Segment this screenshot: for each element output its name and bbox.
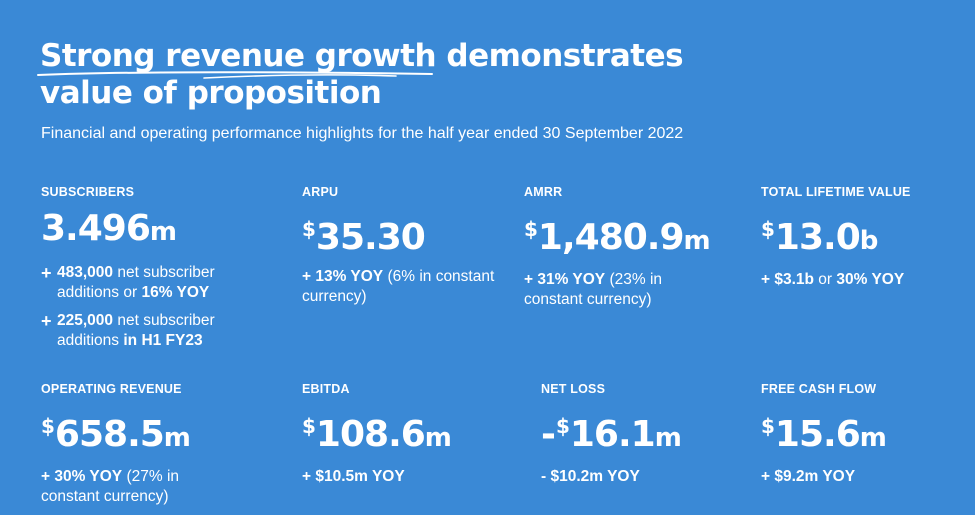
- metric-note: - $10.2m YOY: [541, 468, 640, 485]
- metric-free-cash-flow: FREE CASH FLOW $15.6m + $9.2m YOY: [761, 381, 961, 487]
- plus-icon: +: [41, 263, 52, 283]
- metric-label: FREE CASH FLOW: [761, 382, 877, 396]
- page-subtitle: Financial and operating performance high…: [41, 125, 684, 142]
- page-title: Strong revenue growth demonstrates value…: [40, 38, 684, 112]
- metric-amrr: AMRR $1,480.9m + 31% YOY (23% in constan…: [524, 184, 724, 310]
- metric-value: $35.30: [302, 217, 426, 258]
- metric-note: + $9.2m YOY: [761, 468, 856, 485]
- metric-operating-revenue: OPERATING REVENUE $658.5m + 30% YOY (27%…: [41, 381, 241, 507]
- title-line1-rest: demonstrates: [436, 38, 684, 74]
- metric-value: $13.0b: [761, 217, 879, 258]
- metric-label: NET LOSS: [541, 382, 606, 396]
- metric-note: + 31% YOY (23% in constant currency): [524, 271, 663, 308]
- metric-label: OPERATING REVENUE: [41, 382, 182, 396]
- metric-value: 3.496m: [41, 208, 177, 249]
- metric-label: SUBSCRIBERS: [41, 185, 135, 199]
- metric-note: + 13% YOY (6% in constant currency): [302, 268, 495, 305]
- metric-value: $15.6m: [761, 414, 887, 455]
- metric-label: AMRR: [524, 185, 563, 199]
- metric-net-loss: NET LOSS -$16.1m - $10.2m YOY: [541, 381, 741, 487]
- metric-label: ARPU: [302, 185, 339, 199]
- metric-value: -$16.1m: [541, 414, 682, 455]
- metric-note: + 30% YOY (27% in constant currency): [41, 468, 180, 505]
- plus-icon: +: [41, 311, 52, 331]
- metric-note: + $10.5m YOY: [302, 468, 405, 485]
- metric-arpu: ARPU $35.30 + 13% YOY (6% in constant cu…: [302, 184, 502, 307]
- metric-value: $108.6m: [302, 414, 452, 455]
- metric-label: TOTAL LIFETIME VALUE: [761, 185, 911, 199]
- metric-value: $1,480.9m: [524, 217, 711, 258]
- metric-value: $658.5m: [41, 414, 191, 455]
- bullet-item: + 225,000 net subscriber additions in H1…: [41, 311, 215, 349]
- bullet-item: + 483,000 net subscriber additions or 16…: [41, 263, 215, 301]
- metric-subscribers: SUBSCRIBERS 3.496m + 483,000 net subscri…: [41, 184, 281, 351]
- title-line2: value of proposition: [40, 75, 382, 111]
- metric-total-lifetime-value: TOTAL LIFETIME VALUE $13.0b + $3.1b or 3…: [761, 184, 971, 290]
- metric-note: + $3.1b or 30% YOY: [761, 271, 905, 288]
- title-underlined-phrase: Strong revenue growth: [40, 38, 437, 74]
- metric-ebitda: EBITDA $108.6m + $10.5m YOY: [302, 381, 502, 487]
- metric-label: EBITDA: [302, 382, 350, 396]
